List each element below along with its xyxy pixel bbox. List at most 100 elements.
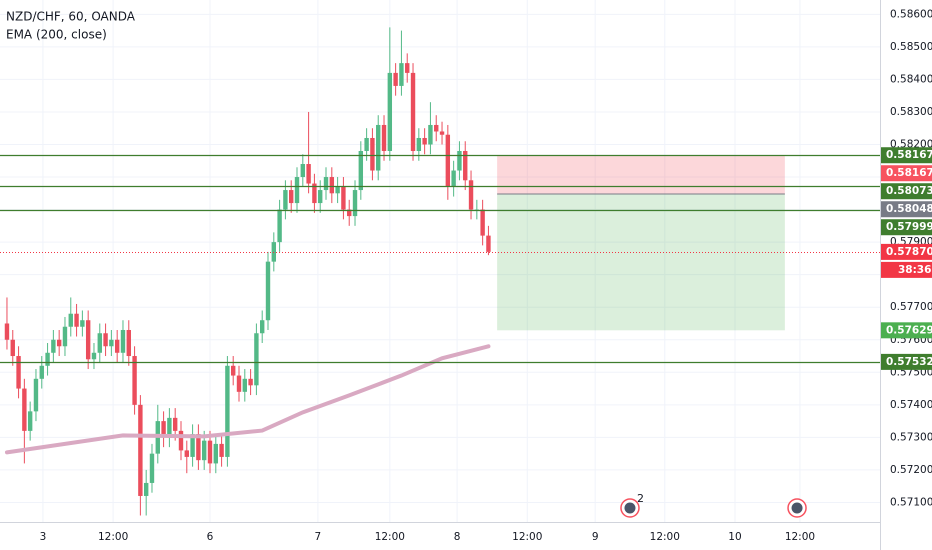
y-tick-label: 0.57700 <box>890 301 932 313</box>
candle-body <box>370 137 375 171</box>
candle-body <box>143 482 149 496</box>
candle-body <box>149 453 155 483</box>
candle-body <box>254 333 259 386</box>
candle-body <box>289 190 294 204</box>
candle-body <box>114 339 120 353</box>
price-label: 0.57999 <box>886 221 932 233</box>
candle-body <box>230 365 236 376</box>
candle-body <box>172 417 178 431</box>
candle-body <box>306 164 311 184</box>
candle-body <box>68 313 73 327</box>
candle-body <box>161 421 166 438</box>
candle-body <box>56 339 62 347</box>
x-tick-label: 8 <box>454 531 461 543</box>
y-tick-label: 0.58300 <box>890 106 932 118</box>
candle-body <box>201 440 207 461</box>
price-label: 0.57532 <box>886 356 932 368</box>
candle-body <box>265 261 271 321</box>
candle-body <box>27 411 33 431</box>
candle-body <box>184 450 189 457</box>
price-label: 0.58167 <box>886 149 932 161</box>
candle-body <box>294 177 300 204</box>
event-icon <box>624 502 636 514</box>
event-icon <box>791 502 803 514</box>
x-tick-label: 7 <box>315 531 322 543</box>
y-tick-label: 0.58500 <box>890 41 932 53</box>
candle-body <box>480 209 485 236</box>
candle-body <box>178 430 184 451</box>
candle-body <box>45 352 50 366</box>
candle-body <box>312 183 317 204</box>
candle-body <box>91 352 97 360</box>
candle-body <box>248 378 253 386</box>
price-label: 0.58167 <box>886 167 932 179</box>
candle-body <box>39 365 44 379</box>
candle-body <box>387 72 393 152</box>
x-tick-label: 9 <box>592 531 599 543</box>
countdown-bg <box>881 261 932 278</box>
candle-body <box>486 235 491 252</box>
candle-body <box>416 137 422 152</box>
chart-title: NZD/CHF, 60, OANDA <box>6 10 136 24</box>
candle-body <box>271 242 277 262</box>
indicator-legend: EMA (200, close) <box>6 28 107 42</box>
candle-body <box>347 209 352 217</box>
candle-body <box>318 190 323 204</box>
candle-body <box>329 177 335 194</box>
candle-body <box>341 186 346 210</box>
candle-body <box>364 137 369 152</box>
candle-body <box>207 440 213 464</box>
y-tick-label: 0.57100 <box>890 496 932 508</box>
price-label-bg <box>881 147 932 164</box>
price-label: 0.57629 <box>886 324 932 336</box>
candle-body <box>80 320 85 327</box>
candle-body <box>451 170 456 187</box>
candle-body <box>283 190 288 210</box>
candle-body <box>399 63 404 86</box>
y-tick-label: 0.58600 <box>890 8 932 20</box>
x-tick-label: 12:00 <box>785 531 815 543</box>
candle-body <box>10 339 15 357</box>
price-label-bg <box>881 243 932 260</box>
stop-zone <box>497 155 785 194</box>
price-label: 0.58073 <box>886 185 932 197</box>
candle-body <box>352 190 358 217</box>
candle-body <box>277 209 282 243</box>
x-tick-label: 12:00 <box>512 531 542 543</box>
candle-body <box>138 404 143 496</box>
price-label-bg <box>881 322 932 339</box>
price-label-bg <box>881 165 932 182</box>
candle-body <box>457 151 462 171</box>
candle-body <box>213 443 218 464</box>
ema-line <box>4 344 491 455</box>
candle-body <box>4 323 10 340</box>
candle-body <box>167 417 172 438</box>
price-label-bg <box>881 183 932 200</box>
candle-body <box>132 356 137 405</box>
price-label-bg <box>881 201 932 218</box>
candle-body <box>323 177 329 191</box>
candle-body <box>97 333 102 353</box>
x-tick-label: 12:00 <box>98 531 128 543</box>
candle-body <box>463 151 468 181</box>
candle-body <box>74 313 79 327</box>
price-label-bg <box>881 353 932 370</box>
candle-body <box>300 164 306 178</box>
candle-body <box>236 375 242 392</box>
candle-body <box>16 356 21 389</box>
target-zone <box>497 193 785 331</box>
candle-body <box>358 151 364 191</box>
x-tick-label: 12:00 <box>375 531 405 543</box>
candle-body <box>260 320 265 334</box>
x-tick-label: 6 <box>207 531 214 543</box>
price-label: 0.58048 <box>886 203 932 215</box>
candle-body <box>242 378 247 392</box>
candle-body <box>468 180 474 210</box>
candle-body <box>393 72 398 86</box>
candle-body <box>126 329 131 357</box>
candle-body <box>85 320 91 360</box>
candle-body <box>422 137 427 145</box>
candle-body <box>376 124 381 171</box>
candle-body <box>439 131 445 135</box>
